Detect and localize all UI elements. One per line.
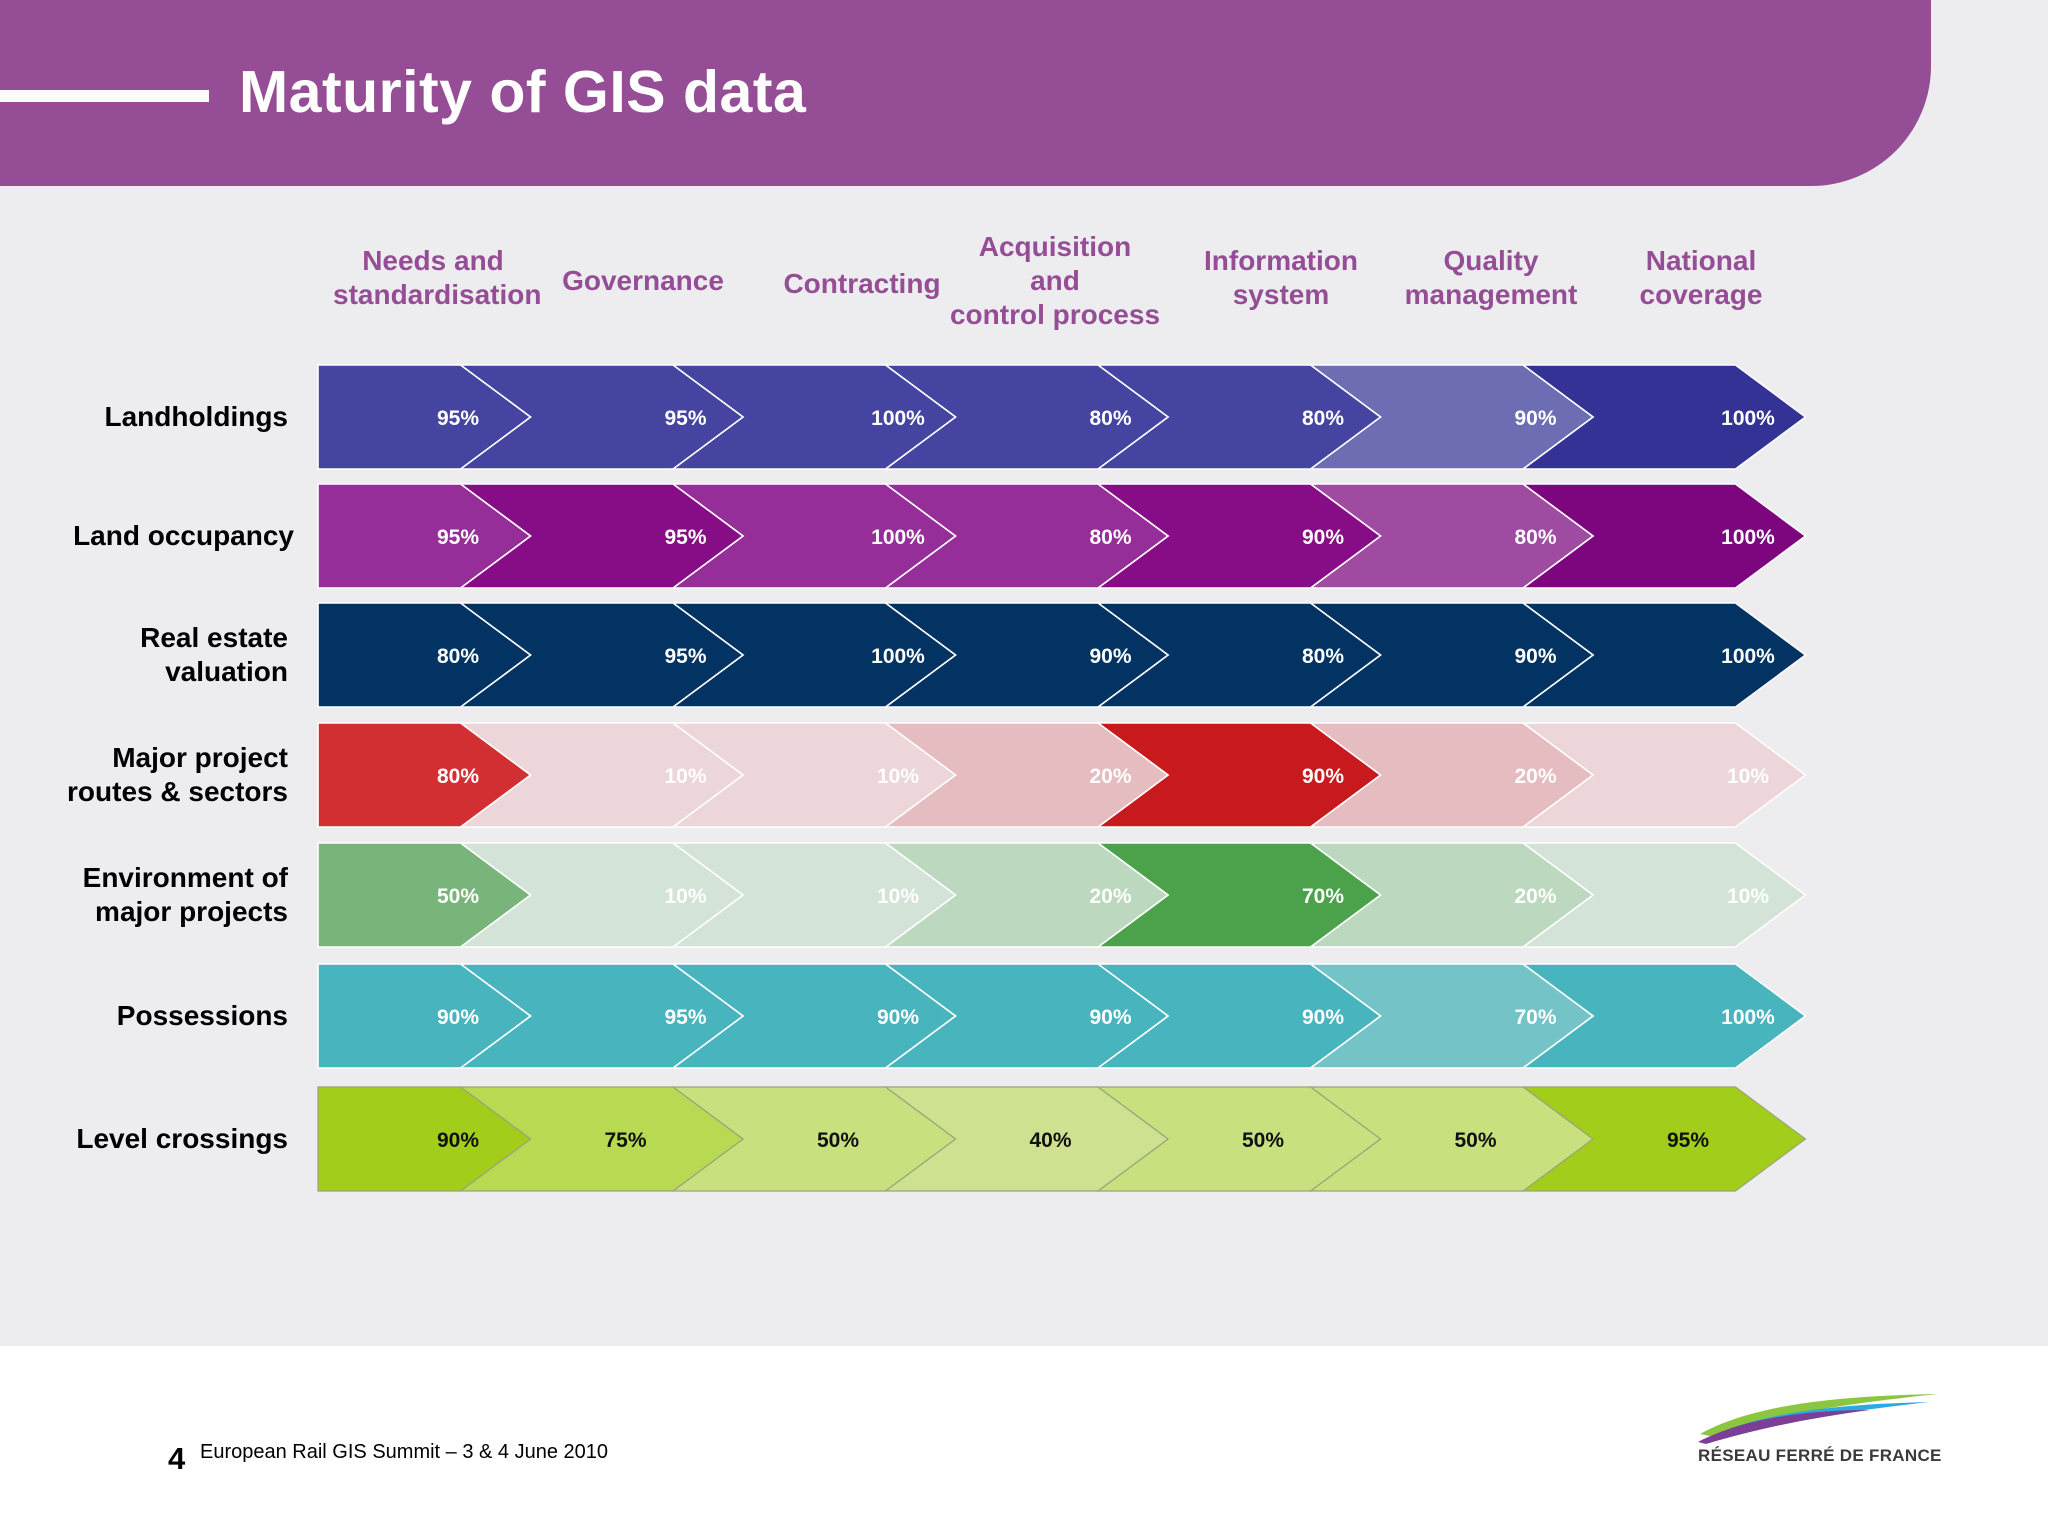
maturity-value-label: 95% (664, 1006, 706, 1029)
maturity-value-label: 90% (1514, 407, 1556, 430)
row-label: Major project routes & sectors (67, 742, 288, 807)
maturity-cell-chevron (317, 1086, 532, 1192)
maturity-value-label: 40% (1029, 1129, 1071, 1152)
row-label: Environment of major projects (82, 862, 288, 927)
column-header: National coverage (1639, 245, 1763, 310)
maturity-cell-chevron (317, 483, 532, 589)
maturity-value-label: 90% (437, 1129, 479, 1152)
column-header: Acquisition and control process (949, 231, 1161, 330)
maturity-value-label: 10% (664, 885, 706, 908)
maturity-value-label: 70% (1302, 885, 1344, 908)
maturity-value-label: 80% (1514, 526, 1556, 549)
maturity-value-label: 90% (877, 1006, 919, 1029)
maturity-value-label: 50% (437, 885, 479, 908)
matrix-row: 80% 10% 10% 20% 90% 20% 10% (317, 722, 1807, 828)
footer: 4 European Rail GIS Summit – 3 & 4 June … (0, 1346, 2048, 1536)
row-label: Land occupancy (73, 520, 294, 551)
maturity-value-label: 90% (1089, 645, 1131, 668)
maturity-value-label: 90% (1302, 765, 1344, 788)
row-label: Possessions (116, 1000, 288, 1031)
maturity-value-label: 10% (877, 765, 919, 788)
maturity-value-label: 10% (877, 885, 919, 908)
maturity-cell-chevron (317, 364, 532, 470)
maturity-value-label: 100% (871, 645, 925, 668)
maturity-value-label: 80% (1089, 526, 1131, 549)
maturity-value-label: 95% (437, 407, 479, 430)
maturity-cell-chevron (317, 963, 532, 1069)
page-number: 4 (168, 1441, 186, 1476)
maturity-value-label: 100% (1721, 645, 1775, 668)
column-header: Quality management (1404, 245, 1578, 310)
matrix-row: 90% 75% 50% 40% 50% 50% 95% (317, 1086, 1807, 1192)
maturity-cell-chevron (317, 842, 532, 948)
page-title: Maturity of GIS data (239, 59, 807, 125)
maturity-value-label: 70% (1514, 1006, 1556, 1029)
maturity-value-label: 100% (871, 407, 925, 430)
maturity-cell-chevron (317, 722, 532, 828)
row-label: Level crossings (76, 1123, 288, 1154)
matrix-row: 95% 95% 100% 80% 80% 90% 100% (317, 364, 1807, 470)
maturity-value-label: 75% (604, 1129, 646, 1152)
header-rule (0, 90, 209, 102)
footer-event-text: European Rail GIS Summit – 3 & 4 June 20… (200, 1441, 609, 1463)
maturity-cell-chevron (317, 602, 532, 708)
maturity-value-label: 100% (1721, 526, 1775, 549)
maturity-value-label: 90% (1089, 1006, 1131, 1029)
rff-logo-swoosh-icon (1698, 1394, 1938, 1444)
column-header: Contracting (783, 268, 941, 299)
logo-wordmark: RÉSEAU FERRÉ DE FRANCE (1698, 1446, 1942, 1465)
matrix-row: 80% 95% 100% 90% 80% 90% 100% (317, 602, 1807, 708)
row-label: Landholdings (104, 401, 288, 432)
maturity-value-label: 100% (871, 526, 925, 549)
maturity-value-label: 95% (664, 407, 706, 430)
maturity-value-label: 90% (437, 1006, 479, 1029)
maturity-value-label: 20% (1089, 885, 1131, 908)
column-header: Governance (562, 265, 724, 296)
matrix-row: 50% 10% 10% 20% 70% 20% 10% (317, 842, 1807, 948)
maturity-value-label: 10% (664, 765, 706, 788)
maturity-value-label: 50% (1454, 1129, 1496, 1152)
header-banner: Maturity of GIS data (0, 0, 1931, 186)
maturity-value-label: 90% (1514, 645, 1556, 668)
maturity-value-label: 90% (1302, 526, 1344, 549)
maturity-value-label: 80% (1089, 407, 1131, 430)
maturity-value-label: 10% (1727, 885, 1769, 908)
maturity-value-label: 100% (1721, 407, 1775, 430)
maturity-value-label: 95% (664, 645, 706, 668)
maturity-value-label: 20% (1089, 765, 1131, 788)
maturity-value-label: 80% (437, 645, 479, 668)
maturity-value-label: 20% (1514, 765, 1556, 788)
maturity-value-label: 95% (1667, 1129, 1709, 1152)
maturity-value-label: 50% (817, 1129, 859, 1152)
maturity-value-label: 80% (1302, 645, 1344, 668)
maturity-value-label: 20% (1514, 885, 1556, 908)
matrix-row: 90% 95% 90% 90% 90% 70% 100% (317, 963, 1807, 1069)
maturity-value-label: 50% (1242, 1129, 1284, 1152)
row-label: Real estate valuation (140, 622, 288, 687)
maturity-value-label: 10% (1727, 765, 1769, 788)
column-header: Needs and standardisation (333, 245, 542, 310)
column-header: Information system (1204, 245, 1358, 310)
maturity-value-label: 100% (1721, 1006, 1775, 1029)
maturity-value-label: 90% (1302, 1006, 1344, 1029)
maturity-matrix: 95% 95% 100% 80% 80% 90% 100%95% 95% 100% 80% 90% 8… (317, 364, 1807, 1192)
maturity-value-label: 80% (1302, 407, 1344, 430)
matrix-row: 95% 95% 100% 80% 90% 80% 100% (317, 483, 1807, 589)
maturity-value-label: 95% (437, 526, 479, 549)
maturity-value-label: 95% (664, 526, 706, 549)
maturity-value-label: 80% (437, 765, 479, 788)
